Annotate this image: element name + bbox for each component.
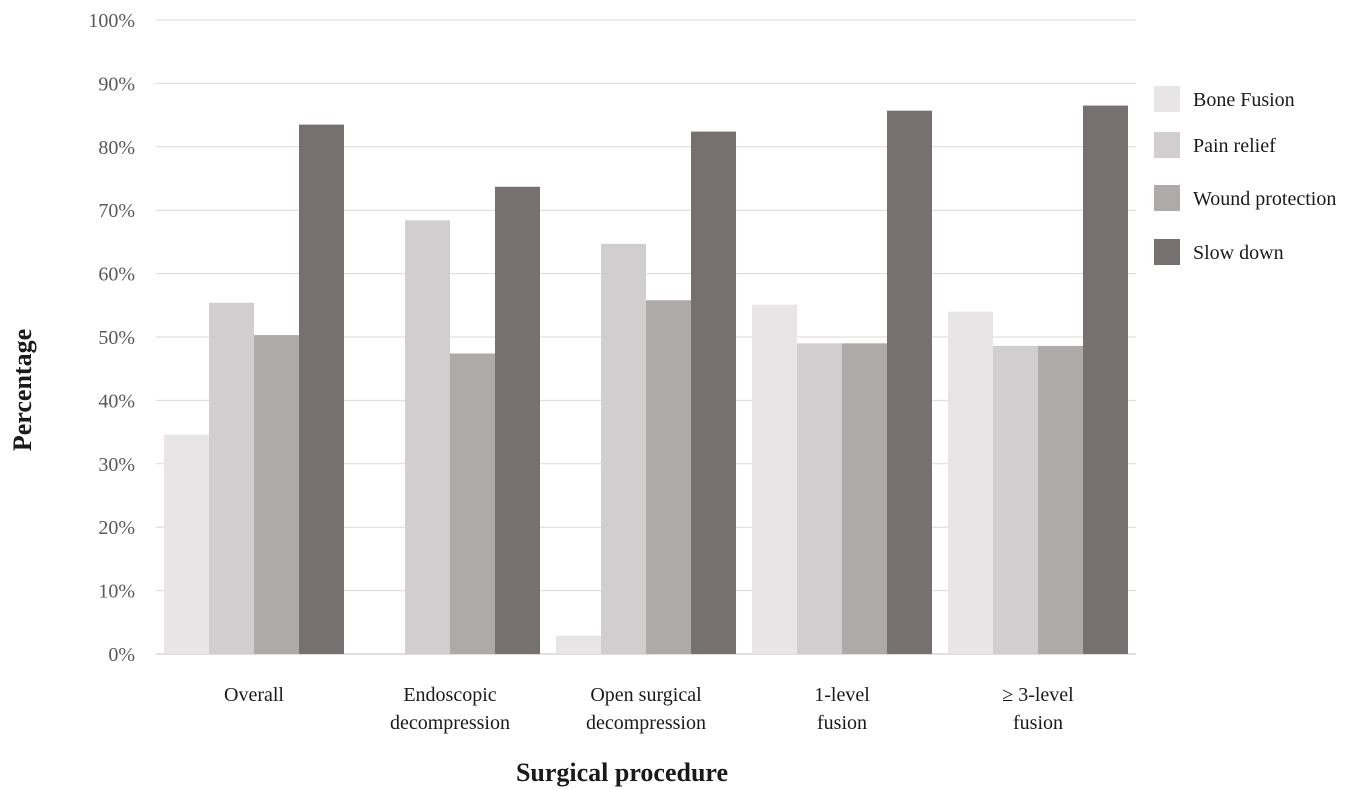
y-tick-label: 60% xyxy=(98,264,135,286)
bar xyxy=(646,300,691,654)
bar xyxy=(405,220,450,654)
bar xyxy=(993,345,1038,654)
bar xyxy=(556,635,601,654)
bar xyxy=(948,311,993,654)
x-category-label: Endoscopic xyxy=(403,684,496,706)
y-tick-label: 80% xyxy=(98,137,135,159)
bar xyxy=(1083,105,1128,655)
y-tick-label: 50% xyxy=(98,327,135,349)
bar xyxy=(164,434,209,654)
legend-label: Bone Fusion xyxy=(1193,89,1295,111)
bar xyxy=(887,110,932,655)
legend-swatch xyxy=(1154,239,1180,265)
bar xyxy=(495,186,540,654)
x-axis-categories: Overall Endoscopic decompression Open surgi… xyxy=(224,684,1074,734)
bar xyxy=(752,304,797,654)
x-category-label: fusion xyxy=(1013,712,1063,734)
y-tick-label: 40% xyxy=(98,390,135,412)
x-category-label: Overall xyxy=(224,684,284,706)
x-axis-title: Surgical procedure xyxy=(516,758,728,787)
legend-label: Slow down xyxy=(1193,242,1284,264)
x-category-label: ≥ 3-level xyxy=(1002,684,1074,706)
bar xyxy=(691,131,736,655)
y-tick-label: 20% xyxy=(98,517,135,539)
x-category-label: fusion xyxy=(817,712,867,734)
y-tick-label: 10% xyxy=(98,581,135,603)
bar xyxy=(842,343,887,654)
legend-label: Pain relief xyxy=(1193,135,1276,157)
y-axis-ticks: 0% 10% 20% 30% 40% 50% 60% 70% 80% 90% 100% xyxy=(88,10,135,666)
x-category-label: 1-level xyxy=(814,684,870,706)
legend: Bone Fusion Pain relief Wound protection Sl… xyxy=(1154,86,1336,265)
bar xyxy=(1038,345,1083,654)
y-tick-label: 90% xyxy=(98,73,135,95)
bar xyxy=(601,243,646,654)
y-tick-label: 0% xyxy=(108,644,135,666)
y-tick-label: 30% xyxy=(98,454,135,476)
legend-swatch xyxy=(1154,132,1180,158)
x-category-label: decompression xyxy=(586,712,706,734)
bar xyxy=(254,335,299,654)
bar xyxy=(209,302,254,654)
bar xyxy=(299,124,344,655)
y-axis-title: Percentage xyxy=(8,329,37,451)
y-tick-label: 100% xyxy=(88,10,135,32)
x-category-label: Open surgical xyxy=(590,684,702,706)
x-category-label: decompression xyxy=(390,712,510,734)
y-tick-label: 70% xyxy=(98,200,135,222)
bars xyxy=(164,105,1128,655)
legend-swatch xyxy=(1154,86,1180,112)
legend-swatch xyxy=(1154,185,1180,211)
bar xyxy=(450,353,495,654)
legend-label: Wound protection xyxy=(1193,188,1336,210)
bar xyxy=(797,343,842,654)
